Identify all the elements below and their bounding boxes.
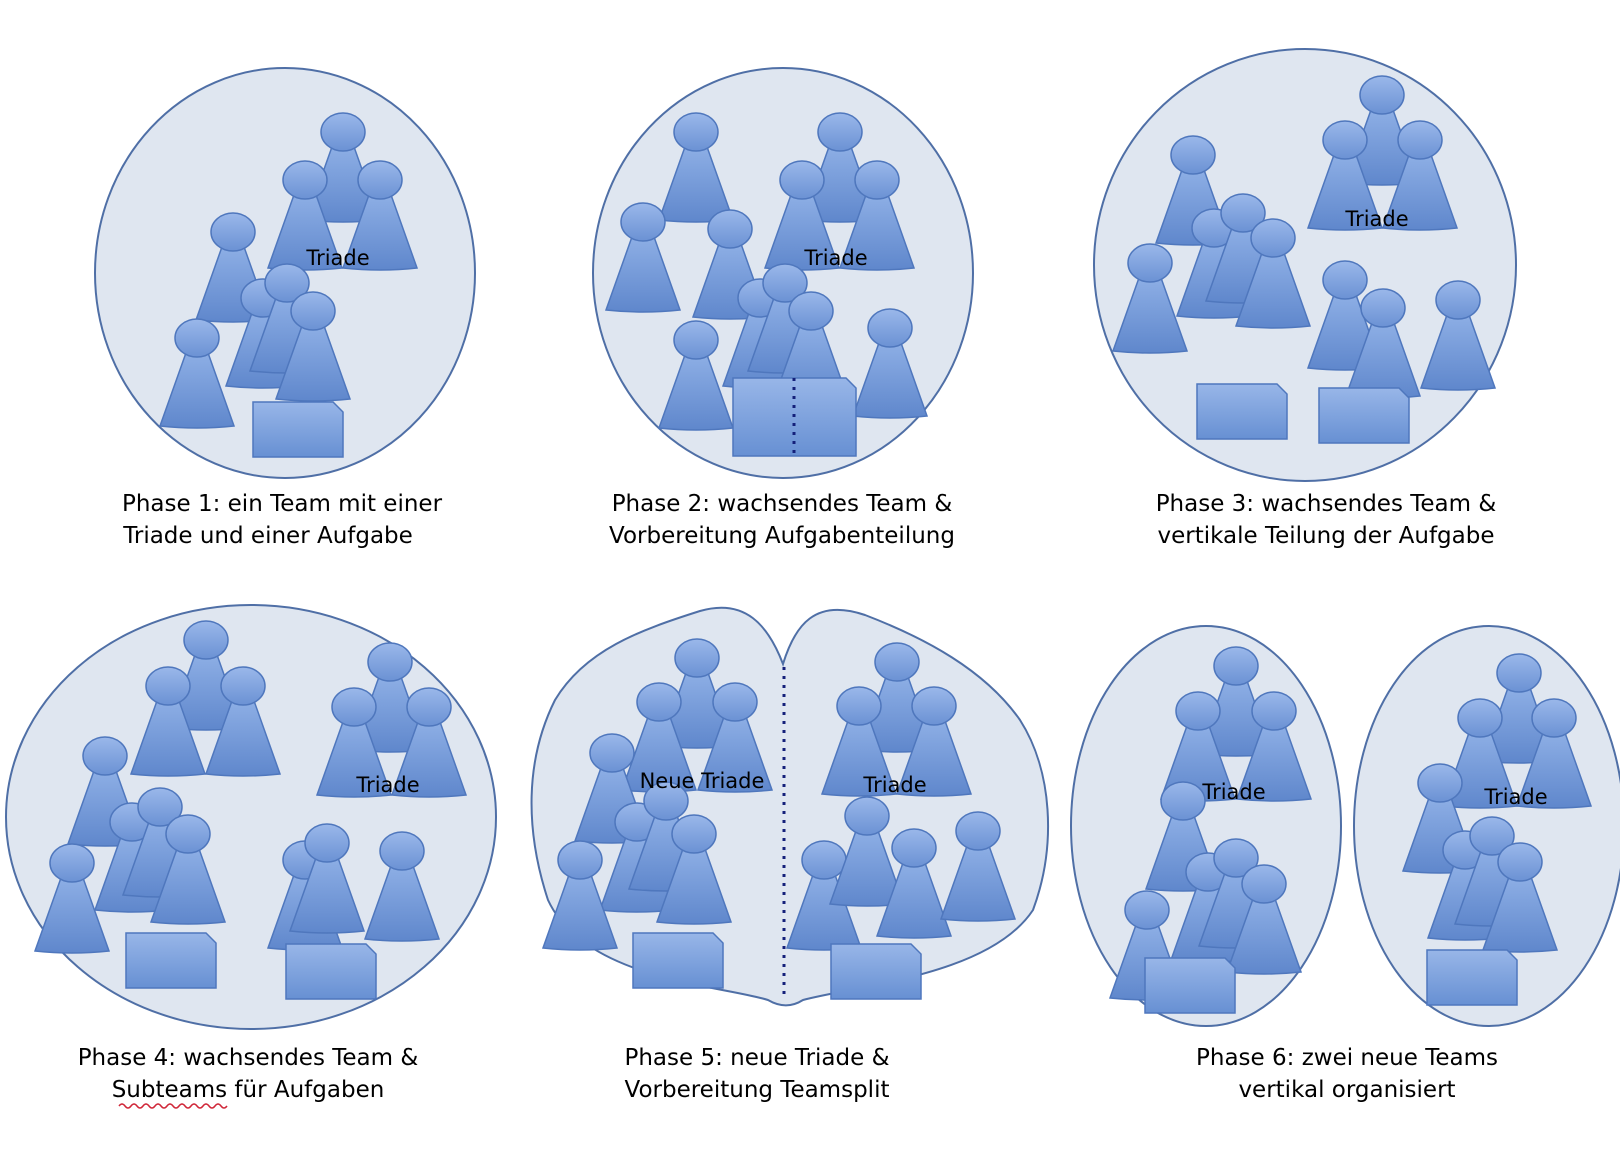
phase4-task-card-2: [285, 943, 377, 1000]
phase3-triade-label: Triade: [1344, 207, 1408, 231]
person-icon: [1234, 218, 1312, 329]
phase6-right-task-card: [1426, 949, 1518, 1006]
person-icon: [1515, 698, 1593, 809]
person-icon: [696, 682, 774, 793]
person-icon: [341, 160, 419, 271]
person-icon: [658, 638, 736, 749]
person-icon: [1111, 243, 1189, 354]
person-icon: [785, 840, 863, 951]
phase4-caption-line2: Subteams für Aufgaben: [112, 1077, 385, 1103]
person-icon: [895, 686, 973, 797]
person-icon: [363, 831, 441, 942]
person-icon: [274, 291, 352, 402]
person-icon: [33, 843, 111, 954]
phase5-task-card-1: [632, 932, 724, 989]
phase2-caption-line1: Phase 2: wachsendes Team &: [612, 491, 953, 517]
phase4-triade-label: Triade: [355, 773, 419, 797]
spellcheck-underline: [118, 1103, 228, 1109]
phase3-task-card-1: [1196, 383, 1288, 440]
phase5-task-card-2: [830, 943, 922, 1000]
phase2-triade-label: Triade: [803, 246, 867, 270]
person-icon: [875, 828, 953, 939]
phase5-caption-line2: Vorbereitung Teamsplit: [625, 1077, 890, 1103]
person-icon: [1419, 280, 1497, 391]
phase1-caption-line1: Phase 1: ein Team mit einer: [122, 491, 443, 517]
phase2-caption-line2: Vorbereitung Aufgabenteilung: [609, 523, 955, 549]
phase6-caption-line2: vertikal organisiert: [1238, 1077, 1455, 1103]
phase1-caption-line2: Triade und einer Aufgabe: [122, 523, 413, 549]
phase1-task-card: [252, 401, 344, 458]
phase4-task-card-1: [125, 932, 217, 989]
phase5-caption-line1: Phase 5: neue Triade &: [624, 1045, 889, 1071]
phase4-caption-line1: Phase 4: wachsendes Team &: [78, 1045, 419, 1071]
person-icon: [604, 202, 682, 313]
person-icon: [657, 112, 735, 223]
person-icon: [390, 687, 468, 798]
phase5-new-triade-label: Neue Triade: [640, 769, 765, 793]
person-icon: [620, 682, 698, 793]
phase3-task-card-2: [1318, 387, 1410, 444]
phase6-left-task-card: [1144, 957, 1236, 1014]
person-icon: [657, 320, 735, 431]
person-icon: [541, 840, 619, 951]
person-icon: [939, 811, 1017, 922]
person-icon: [655, 814, 733, 925]
phase6-right-triade-label: Triade: [1483, 785, 1547, 809]
person-icon: [315, 687, 393, 798]
person-icon: [851, 308, 929, 419]
person-icon: [838, 160, 916, 271]
phase6-left-triade-label: Triade: [1201, 780, 1265, 804]
person-icon: [1235, 691, 1313, 802]
person-icon: [204, 666, 282, 777]
phase3-caption-line2: vertikale Teilung der Aufgabe: [1158, 523, 1495, 549]
person-icon: [1343, 75, 1421, 186]
person-icon: [266, 160, 344, 271]
person-icon: [820, 686, 898, 797]
person-icon: [1381, 120, 1459, 231]
phase3-caption-line1: Phase 3: wachsendes Team &: [1156, 491, 1497, 517]
phase1-triade-label: Triade: [305, 246, 369, 270]
person-icon: [763, 160, 841, 271]
person-icon: [1197, 646, 1275, 757]
person-icon: [1306, 120, 1384, 231]
person-icon: [158, 318, 236, 429]
person-icon: [288, 823, 366, 934]
person-icon: [149, 814, 227, 925]
person-icon: [129, 666, 207, 777]
phase6-caption-line1: Phase 6: zwei neue Teams: [1196, 1045, 1498, 1071]
phase5-triade-label: Triade: [862, 773, 926, 797]
